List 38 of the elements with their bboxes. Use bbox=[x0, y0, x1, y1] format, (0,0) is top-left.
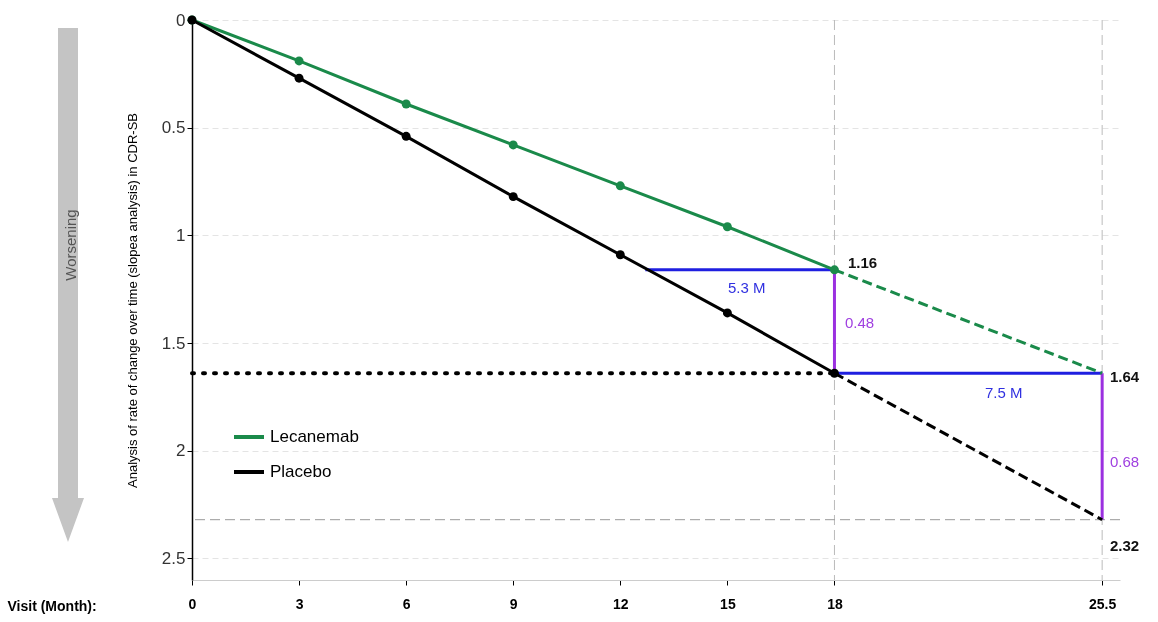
x-tick-label: 9 bbox=[509, 595, 518, 612]
annotation: 1.16 bbox=[848, 253, 878, 271]
point bbox=[401, 99, 411, 109]
point bbox=[829, 368, 839, 378]
point bbox=[829, 265, 839, 275]
y-tick-label: 0.5 bbox=[161, 118, 186, 138]
annotation: 2.32 bbox=[1110, 536, 1140, 554]
x-axis-title: Visit (Month): bbox=[7, 597, 97, 614]
point bbox=[508, 140, 518, 150]
x-tick-label: 12 bbox=[613, 595, 629, 612]
point bbox=[294, 56, 304, 66]
text: Worsening bbox=[61, 209, 79, 281]
annotation: 1.64 bbox=[1110, 367, 1140, 385]
x-tick-label: 0 bbox=[188, 595, 197, 612]
y-tick-label: 0 bbox=[176, 10, 186, 30]
annotation: 0.68 bbox=[1110, 452, 1140, 470]
y-tick-label: 1.5 bbox=[161, 333, 186, 353]
x-tick-label: 18 bbox=[827, 595, 843, 612]
x-tick-label: 6 bbox=[402, 595, 411, 612]
y-tick-label: 2.5 bbox=[161, 548, 186, 568]
point bbox=[615, 250, 625, 260]
y-tick-label: 1 bbox=[176, 225, 186, 245]
point bbox=[401, 131, 411, 141]
x-tick-label: 25.5 bbox=[1089, 595, 1117, 612]
y-axis-title: Analysis of rate of change over time (slopea analysis) in CDR-SB bbox=[124, 113, 140, 488]
annotation: 0.48 bbox=[845, 313, 875, 331]
point bbox=[722, 222, 732, 232]
x-tick-label: 15 bbox=[720, 595, 736, 612]
point bbox=[615, 181, 625, 191]
legend-label: Placebo bbox=[270, 462, 332, 481]
x-tick-label: 3 bbox=[295, 595, 304, 612]
annotation: 7.5 M bbox=[985, 383, 1023, 401]
point bbox=[508, 192, 518, 202]
point bbox=[722, 308, 732, 318]
point bbox=[294, 73, 304, 83]
y-tick-label: 2 bbox=[176, 441, 186, 461]
legend-label: Lecanemab bbox=[270, 427, 359, 446]
annotation: 5.3 M bbox=[728, 278, 766, 296]
